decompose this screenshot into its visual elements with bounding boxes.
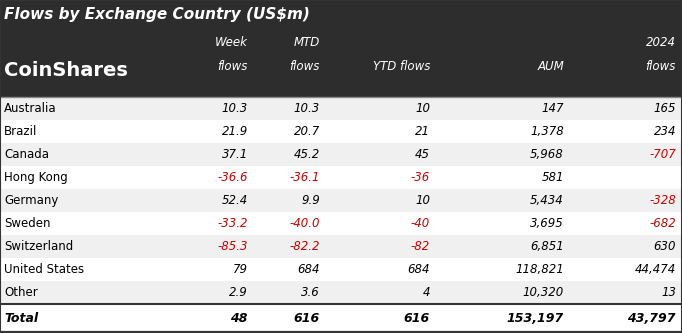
Text: -682: -682 (649, 217, 676, 230)
Text: 45: 45 (415, 148, 430, 161)
Text: CoinShares: CoinShares (4, 62, 128, 81)
Text: -40.0: -40.0 (289, 217, 320, 230)
Text: 147: 147 (542, 102, 564, 115)
Text: 3,695: 3,695 (530, 217, 564, 230)
Text: 630: 630 (653, 240, 676, 253)
Text: MTD: MTD (294, 37, 320, 50)
Text: 684: 684 (297, 263, 320, 276)
Text: 21.9: 21.9 (222, 125, 248, 138)
Text: -36: -36 (411, 171, 430, 184)
Text: Germany: Germany (4, 194, 59, 207)
Text: 10: 10 (415, 194, 430, 207)
Text: 684: 684 (408, 263, 430, 276)
Text: 10: 10 (415, 102, 430, 115)
Text: 3.6: 3.6 (301, 286, 320, 299)
Text: -36.1: -36.1 (289, 171, 320, 184)
Bar (0, 258, 682, 281)
Text: Brazil: Brazil (4, 125, 38, 138)
Bar (0, 166, 682, 189)
Text: 52.4: 52.4 (222, 194, 248, 207)
Text: -328: -328 (649, 194, 676, 207)
Text: 4: 4 (423, 286, 430, 299)
Text: flows: flows (646, 60, 676, 73)
Text: United States: United States (4, 263, 84, 276)
Bar (0, 97, 682, 120)
Text: 234: 234 (653, 125, 676, 138)
Bar (0, 143, 682, 166)
Text: 2.9: 2.9 (229, 286, 248, 299)
Text: Flows by Exchange Country (US$m): Flows by Exchange Country (US$m) (4, 7, 310, 22)
Bar (0, 281, 682, 304)
Text: 48: 48 (231, 311, 248, 324)
Text: Canada: Canada (4, 148, 49, 161)
Text: -707: -707 (649, 148, 676, 161)
Text: -82: -82 (411, 240, 430, 253)
Text: 5,434: 5,434 (530, 194, 564, 207)
Bar (0, 189, 682, 212)
Text: 2024: 2024 (646, 37, 676, 50)
Text: Total: Total (4, 311, 38, 324)
Text: 153,197: 153,197 (507, 311, 564, 324)
Text: YTD flows: YTD flows (372, 60, 430, 73)
Text: 10.3: 10.3 (222, 102, 248, 115)
Text: flows: flows (290, 60, 320, 73)
Text: 45.2: 45.2 (294, 148, 320, 161)
Text: 21: 21 (415, 125, 430, 138)
Text: flows: flows (218, 60, 248, 73)
Text: Switzerland: Switzerland (4, 240, 73, 253)
Bar (0, 212, 682, 235)
Bar (0, 120, 682, 143)
Text: 10.3: 10.3 (294, 102, 320, 115)
Text: 43,797: 43,797 (627, 311, 676, 324)
Text: -40: -40 (411, 217, 430, 230)
Text: -33.2: -33.2 (218, 217, 248, 230)
Bar (0, 235, 682, 258)
Text: 44,474: 44,474 (635, 263, 676, 276)
Text: 6,851: 6,851 (530, 240, 564, 253)
Text: -36.6: -36.6 (218, 171, 248, 184)
Text: 37.1: 37.1 (222, 148, 248, 161)
Text: 9.9: 9.9 (301, 194, 320, 207)
Text: 118,821: 118,821 (515, 263, 564, 276)
Bar (0, 0, 682, 97)
Text: 581: 581 (542, 171, 564, 184)
Text: 5,968: 5,968 (530, 148, 564, 161)
Text: Week: Week (215, 37, 248, 50)
Text: 1,378: 1,378 (530, 125, 564, 138)
Text: Australia: Australia (4, 102, 57, 115)
Text: 13: 13 (661, 286, 676, 299)
Text: -82.2: -82.2 (289, 240, 320, 253)
Text: 616: 616 (294, 311, 320, 324)
Text: 165: 165 (653, 102, 676, 115)
Text: Other: Other (4, 286, 38, 299)
Text: Sweden: Sweden (4, 217, 50, 230)
Text: 20.7: 20.7 (294, 125, 320, 138)
Text: -85.3: -85.3 (218, 240, 248, 253)
Bar (0, 304, 682, 332)
Text: 10,320: 10,320 (522, 286, 564, 299)
Text: Hong Kong: Hong Kong (4, 171, 68, 184)
Text: 79: 79 (233, 263, 248, 276)
Text: 616: 616 (404, 311, 430, 324)
Text: AUM: AUM (537, 60, 564, 73)
